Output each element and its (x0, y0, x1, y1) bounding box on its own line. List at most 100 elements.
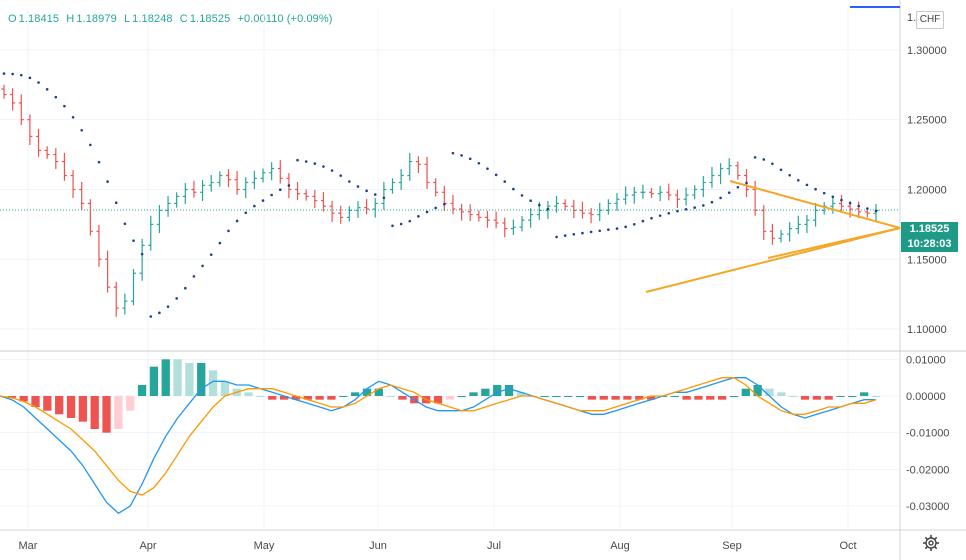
sar-dot (581, 231, 584, 235)
ohlc-bar (251, 170, 257, 189)
sar-dot (555, 235, 558, 239)
ohlc-bar (623, 186, 629, 205)
ohlc-bar (122, 293, 128, 315)
ohlc-bar (631, 186, 637, 204)
sar-dot (727, 191, 731, 194)
histogram-bar (635, 396, 644, 400)
sar-dot (779, 168, 783, 172)
histogram-bar (220, 381, 230, 396)
sar-dot (710, 200, 714, 204)
histogram-bar (315, 396, 324, 400)
currency-button[interactable]: CHF (916, 11, 944, 29)
ohlc-bar (778, 229, 784, 243)
histogram-bar (729, 396, 739, 397)
sar-dot (796, 178, 800, 182)
sar-dot (192, 275, 196, 278)
sar-dot (123, 222, 127, 226)
sar-dot (244, 211, 248, 215)
histogram-bar (611, 396, 620, 400)
ohlc-bar (320, 191, 326, 212)
time-tick-label: Jun (369, 540, 387, 552)
sar-dot (356, 185, 360, 188)
ohlc-bar (156, 205, 162, 234)
sar-dot (184, 286, 187, 290)
histogram-bar (706, 396, 715, 400)
ohlc-bar (234, 171, 240, 195)
countdown-label: 10:28:03 (901, 237, 958, 252)
ohlc-high: H 1.18979 (66, 13, 117, 25)
ohlc-bar (148, 215, 154, 251)
ohlc-change: +0.00110 (+0.09%) (237, 13, 333, 25)
histogram-bar (327, 396, 336, 400)
histogram-bar (137, 385, 147, 396)
ohlc-bar (139, 238, 145, 281)
sar-dot (762, 158, 766, 161)
histogram-bar (457, 396, 466, 397)
ohlc-bar (614, 192, 620, 211)
ohlc-bar (36, 128, 42, 157)
ohlc-bar (692, 185, 698, 200)
sar-dot (209, 253, 213, 256)
sar-dot (158, 311, 161, 315)
histogram-bar (469, 392, 478, 396)
histogram-bar (587, 396, 597, 400)
sar-dot (11, 72, 14, 76)
time-tick-label: Mar (19, 540, 38, 552)
sar-dot (365, 189, 368, 193)
sar-dot (494, 173, 498, 177)
ohlc-bar (510, 219, 516, 235)
ohlc-bar (571, 199, 577, 218)
sar-dot (218, 241, 222, 245)
ohlc-bar (519, 215, 525, 232)
histogram-bar (303, 396, 312, 400)
ohlc-bar (433, 178, 439, 197)
sar-dot (287, 184, 291, 187)
lower-trendline (645, 227, 901, 293)
price-tick-label: 1.25000 (907, 115, 947, 127)
ohlc-bar (96, 224, 102, 267)
histogram-bar (185, 363, 194, 396)
ohlc-bar (346, 206, 352, 222)
histogram-bar (339, 396, 348, 397)
ohlc-bar (269, 162, 275, 181)
histogram-bar (161, 359, 170, 396)
histogram-bar (386, 396, 395, 397)
sar-dot (537, 203, 541, 207)
ohlc-bar (683, 187, 689, 206)
price-tick-label: 1.20000 (907, 184, 947, 196)
ohlc-bar (838, 194, 844, 212)
ohlc-bar (105, 250, 111, 293)
histogram-bar (623, 396, 632, 400)
ohlc-bar (260, 168, 266, 183)
time-tick-label: May (254, 540, 275, 552)
ohlc-bar (200, 179, 206, 201)
ohlc-bar (364, 198, 370, 215)
sar-dot (443, 202, 446, 206)
histogram-bar (516, 392, 526, 396)
histogram-bar (481, 388, 490, 396)
ohlc-bar (53, 148, 59, 170)
sar-dot (270, 193, 273, 197)
ohlc-bar (528, 208, 534, 228)
settings-gear-icon[interactable] (922, 534, 940, 552)
sar-dot (866, 207, 869, 210)
sar-dot (261, 199, 265, 202)
histogram-bar (445, 396, 454, 400)
ohlc-bar (87, 199, 93, 236)
histogram-bar (268, 396, 277, 400)
ohlc-bar (303, 189, 309, 201)
ohlc-bar (44, 146, 50, 159)
macd-tick-label: 0.01000 (906, 354, 946, 366)
sar-dot (693, 206, 696, 209)
sar-dot (702, 204, 705, 207)
sar-dot (840, 198, 843, 202)
ohlc-bar (476, 210, 482, 222)
sar-dot (313, 162, 317, 165)
ohlc-bar (398, 169, 404, 191)
ohlc-bar (338, 205, 344, 224)
time-tick-label: Jul (487, 540, 501, 552)
sar-dot (330, 169, 334, 172)
histogram-bar (777, 392, 786, 396)
